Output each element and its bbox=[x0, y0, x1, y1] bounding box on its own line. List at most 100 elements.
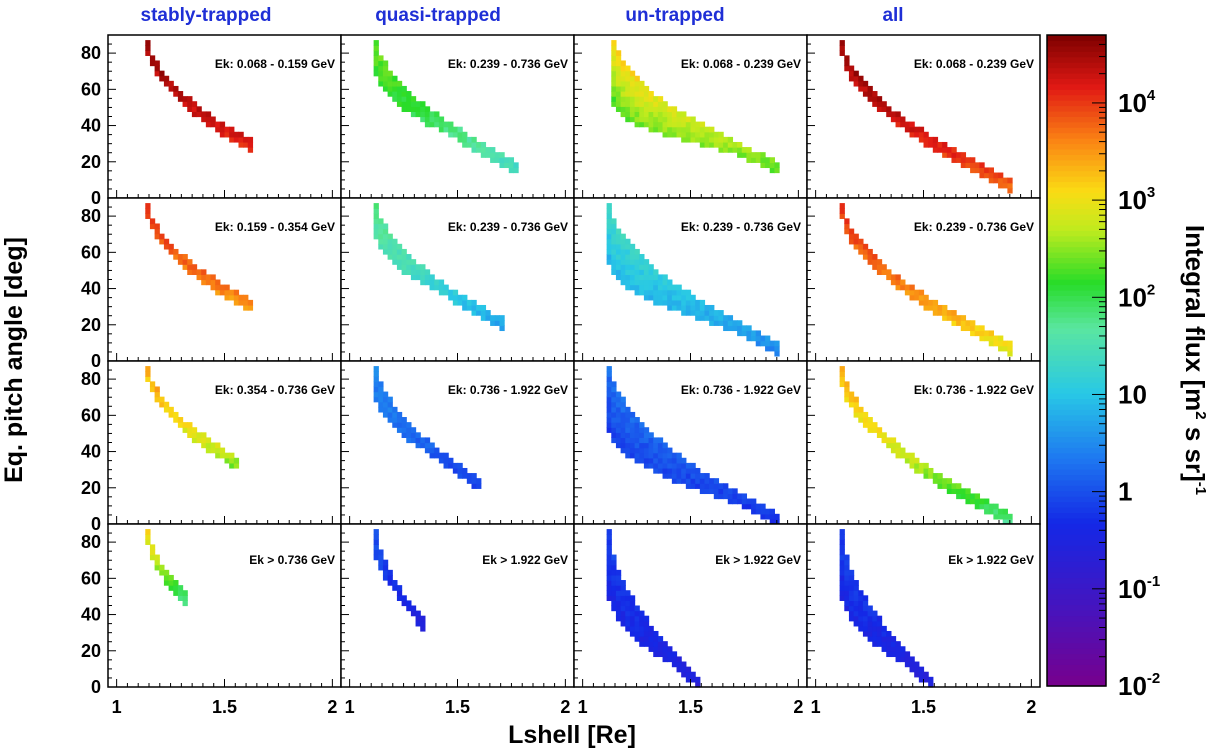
colorbar-title: Integral flux [m2 s sr]-1 bbox=[1180, 225, 1207, 495]
heatmap-cell bbox=[723, 483, 729, 489]
heatmap-cell bbox=[965, 325, 971, 332]
heatmap-cell bbox=[653, 646, 659, 652]
heatmap-cell bbox=[378, 401, 384, 408]
heatmap-cell bbox=[424, 279, 431, 286]
heatmap-cell bbox=[373, 228, 379, 235]
heatmap-cell bbox=[685, 310, 692, 316]
colorbar-segment bbox=[1047, 566, 1106, 573]
heatmap-cell bbox=[648, 457, 654, 464]
heatmap-cell bbox=[858, 610, 864, 617]
heatmap-cell bbox=[620, 91, 626, 97]
heatmap-cell bbox=[457, 473, 463, 479]
heatmap-cell bbox=[606, 574, 612, 581]
heatmap-cell bbox=[769, 508, 775, 515]
heatmap-cell bbox=[452, 467, 459, 474]
heatmap-cell bbox=[382, 411, 389, 418]
heatmap-cell bbox=[210, 274, 216, 281]
heatmap-cell bbox=[625, 274, 631, 281]
heatmap-cell bbox=[760, 335, 766, 342]
colorbar-segment bbox=[1047, 241, 1106, 248]
colorbar-segment bbox=[1047, 393, 1106, 400]
heatmap-cell bbox=[909, 666, 915, 673]
heatmap-cell bbox=[848, 595, 855, 601]
panel-energy-label: Ek: 0.159 - 0.354 GeV bbox=[215, 220, 335, 234]
heatmap-cell bbox=[424, 116, 431, 123]
heatmap-cell bbox=[210, 442, 216, 449]
heatmap-cell bbox=[620, 580, 626, 586]
y-tick-label: 20 bbox=[81, 315, 101, 335]
heatmap-cell bbox=[378, 549, 384, 556]
heatmap-cell bbox=[187, 269, 193, 275]
heatmap-cell bbox=[634, 248, 640, 255]
heatmap-cell bbox=[611, 605, 617, 612]
heatmap-cell bbox=[620, 585, 626, 591]
heatmap-cell bbox=[942, 310, 948, 316]
heatmap-cell bbox=[848, 228, 855, 235]
heatmap-cell bbox=[406, 600, 412, 607]
heatmap-cell bbox=[923, 136, 929, 143]
heatmap-cell bbox=[629, 284, 636, 291]
heatmap-cell bbox=[629, 417, 636, 423]
heatmap-cell bbox=[606, 559, 612, 566]
heatmap-cell bbox=[611, 422, 617, 428]
heatmap-cell bbox=[406, 437, 412, 444]
panel-energy-label: Ek > 1.922 GeV bbox=[948, 553, 1034, 567]
colorbar-segment bbox=[1047, 35, 1106, 42]
heatmap-cell bbox=[765, 345, 771, 352]
heatmap-cell bbox=[448, 457, 454, 464]
heatmap-cell bbox=[629, 91, 636, 97]
heatmap-cell bbox=[639, 284, 645, 291]
heatmap-cell bbox=[676, 289, 682, 296]
heatmap-cell bbox=[382, 243, 389, 250]
heatmap-cell bbox=[629, 243, 636, 250]
heatmap-cell bbox=[611, 254, 617, 260]
colorbar-segment bbox=[1047, 588, 1106, 595]
heatmap-cell bbox=[205, 111, 212, 118]
heatmap-cell bbox=[723, 315, 729, 321]
heatmap-cell bbox=[615, 605, 622, 612]
heatmap-cell bbox=[853, 70, 859, 77]
heatmap-cell bbox=[667, 106, 673, 112]
heatmap-cell bbox=[238, 141, 244, 148]
heatmap-cell bbox=[755, 335, 761, 342]
heatmap-cell bbox=[704, 310, 710, 316]
heatmap-cell bbox=[914, 671, 920, 678]
heatmap-cell bbox=[918, 136, 925, 143]
heatmap-cell bbox=[643, 91, 650, 97]
heatmap-cell bbox=[713, 131, 720, 138]
heatmap-cell bbox=[643, 442, 650, 449]
colorbar-segment bbox=[1047, 409, 1106, 416]
heatmap-cell bbox=[858, 248, 864, 255]
heatmap-cell bbox=[685, 483, 692, 489]
heatmap-cell bbox=[396, 427, 403, 433]
heatmap-cell bbox=[615, 96, 622, 102]
heatmap-cell bbox=[634, 80, 640, 87]
colorbar-segment bbox=[1047, 452, 1106, 459]
heatmap-cell bbox=[709, 126, 715, 133]
heatmap-cell bbox=[988, 172, 994, 179]
heatmap-cell bbox=[466, 299, 473, 306]
heatmap-cell bbox=[643, 457, 650, 464]
heatmap-cell bbox=[937, 141, 943, 148]
heatmap-cell bbox=[643, 462, 650, 469]
heatmap-cell bbox=[839, 45, 845, 51]
heatmap-cell bbox=[858, 238, 864, 245]
colorbar-segment bbox=[1047, 344, 1106, 351]
heatmap-cell bbox=[396, 80, 403, 87]
panel-r4-c1: Ek > 0.736 GeV bbox=[107, 523, 342, 688]
heatmap-cell bbox=[928, 141, 934, 148]
heatmap-cell bbox=[615, 65, 622, 72]
heatmap-cell bbox=[904, 656, 911, 663]
heatmap-cell bbox=[191, 106, 198, 112]
heatmap-cell bbox=[760, 340, 766, 347]
panel-r1-c3: Ek: 0.068 - 0.239 GeV bbox=[573, 34, 808, 199]
heatmap-cell bbox=[960, 315, 967, 321]
heatmap-cell bbox=[681, 126, 687, 133]
heatmap-cell bbox=[611, 417, 617, 423]
heatmap-cell bbox=[881, 641, 887, 647]
heatmap-cell bbox=[387, 569, 393, 576]
heatmap-cell bbox=[881, 636, 887, 642]
heatmap-cell bbox=[662, 442, 668, 449]
heatmap-cell bbox=[406, 432, 412, 438]
